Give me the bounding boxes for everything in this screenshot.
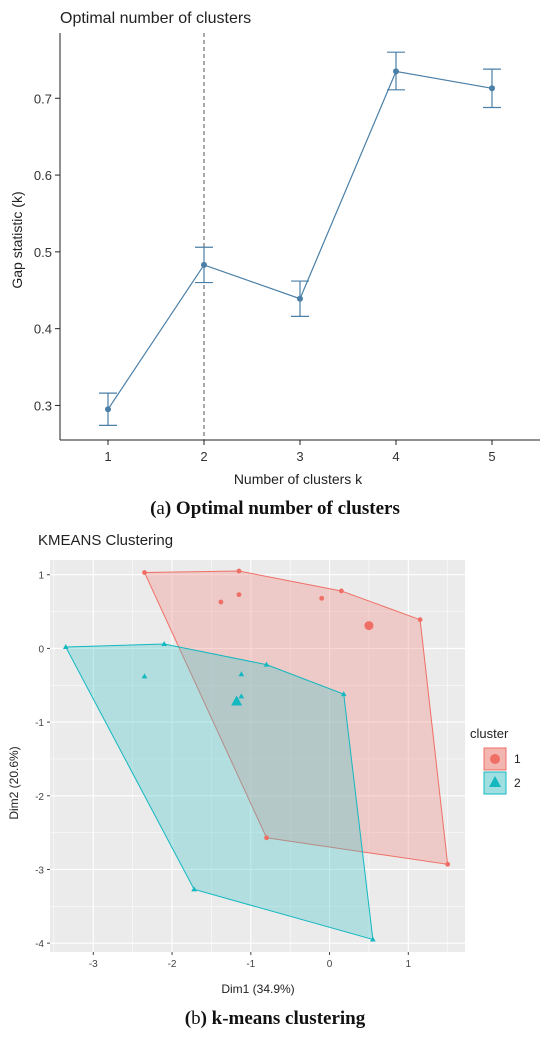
gap-y-tick-label: 0.7 bbox=[34, 91, 52, 106]
kmeans-y-tick-label: -1 bbox=[35, 718, 44, 729]
cluster-1-point bbox=[264, 835, 269, 841]
cluster-2-point bbox=[161, 641, 167, 646]
cluster-2-point bbox=[141, 673, 148, 679]
gap-point bbox=[105, 406, 111, 413]
cluster-2-point bbox=[370, 936, 376, 942]
legend-label-2: 2 bbox=[514, 776, 521, 790]
kmeans-y-tick-label: 1 bbox=[38, 571, 44, 582]
gap-x-tick-label: 5 bbox=[488, 449, 495, 464]
gap-x-tick-label: 3 bbox=[296, 449, 303, 464]
caption-b-letter: b bbox=[191, 1008, 201, 1029]
cluster-1-point bbox=[236, 568, 242, 574]
cluster-1-point bbox=[445, 861, 451, 867]
cluster-2-point bbox=[238, 671, 245, 677]
cluster-1-point bbox=[236, 592, 242, 598]
gap-y-tick-label: 0.3 bbox=[34, 398, 52, 413]
kmeans-panel-background bbox=[50, 560, 465, 952]
caption-a-text: ) Optimal number of clusters bbox=[164, 498, 400, 519]
cluster-2-point bbox=[263, 661, 270, 667]
gap-point bbox=[393, 68, 399, 75]
kmeans-legend: cluster 1 2 bbox=[470, 726, 521, 795]
gap-x-axis-title: Number of clusters k bbox=[234, 471, 363, 487]
gap-point bbox=[297, 295, 303, 302]
kmeans-y-tick-label: 0 bbox=[38, 644, 44, 655]
kmeans-x-axis-title: Dim1 (34.9%) bbox=[221, 982, 294, 996]
cluster-1-point bbox=[319, 595, 325, 601]
caption-b-prefix: ( bbox=[184, 1008, 192, 1029]
kmeans-y-tick-label: -3 bbox=[35, 865, 44, 876]
cluster-2-center bbox=[231, 695, 243, 706]
gap-y-tick-label: 0.4 bbox=[34, 322, 52, 337]
kmeans-y-tick-label: -2 bbox=[35, 792, 44, 803]
legend-key-1-point bbox=[490, 754, 500, 764]
cluster-2-point bbox=[62, 643, 69, 649]
gap-statistic-chart: Optimal number of clusters 0.30.40.50.60… bbox=[9, 10, 540, 487]
gap-y-tick-label: 0.5 bbox=[34, 245, 52, 260]
kmeans-x-tick-label: 0 bbox=[327, 959, 333, 970]
legend-label-1: 1 bbox=[514, 752, 521, 766]
cluster-1-point bbox=[218, 599, 224, 605]
cluster-1-point bbox=[417, 617, 423, 623]
kmeans-y-axis-title: Dim2 (20.6%) bbox=[7, 746, 21, 819]
kmeans-chart-title: KMEANS Clustering bbox=[38, 532, 173, 549]
kmeans-x-tick-label: 1 bbox=[406, 959, 412, 970]
gap-y-tick-label: 0.6 bbox=[34, 168, 52, 183]
legend-key-2-point bbox=[489, 776, 501, 787]
gap-chart-title: Optimal number of clusters bbox=[60, 10, 251, 27]
cluster-2-point bbox=[238, 693, 245, 699]
gap-y-axis-title: Gap statistic (k) bbox=[9, 191, 25, 288]
cluster-2-point bbox=[340, 691, 347, 697]
kmeans-x-tick-label: -3 bbox=[89, 959, 98, 970]
gap-series-line bbox=[107, 70, 493, 410]
cluster-1-point bbox=[142, 570, 147, 575]
legend-title: cluster bbox=[470, 726, 509, 741]
caption-b-text: ) k-means clustering bbox=[200, 1008, 366, 1029]
caption-a: (a) Optimal number of clusters bbox=[0, 498, 550, 520]
kmeans-y-tick-label: -4 bbox=[35, 939, 44, 950]
kmeans-x-tick-label: -2 bbox=[168, 959, 177, 970]
gap-x-tick-label: 2 bbox=[200, 449, 207, 464]
cluster-2-point bbox=[191, 886, 197, 892]
kmeans-plot-area: -3 -2 -1 0 1 1 0 -1 -2 -3 -4 bbox=[35, 560, 465, 970]
gap-point bbox=[201, 261, 207, 268]
caption-b: (b) k-means clustering bbox=[0, 1008, 550, 1030]
cluster-1-point bbox=[338, 588, 344, 594]
gap-plot-area: 0.3 0.4 0.5 0.6 0.7 1 2 3 4 5 bbox=[34, 33, 540, 464]
gap-point bbox=[489, 85, 495, 92]
caption-a-letter: a bbox=[156, 498, 165, 519]
cluster-1-center bbox=[364, 621, 374, 631]
kmeans-x-tick-label: -1 bbox=[246, 959, 255, 970]
gap-x-tick-label: 1 bbox=[104, 449, 111, 464]
caption-a-prefix: ( bbox=[150, 498, 157, 519]
gap-x-tick-label: 4 bbox=[392, 449, 399, 464]
kmeans-chart: KMEANS Clustering -3 -2 -1 0 1 1 0 -1 -2 -3 -4 Dim… bbox=[7, 532, 521, 996]
